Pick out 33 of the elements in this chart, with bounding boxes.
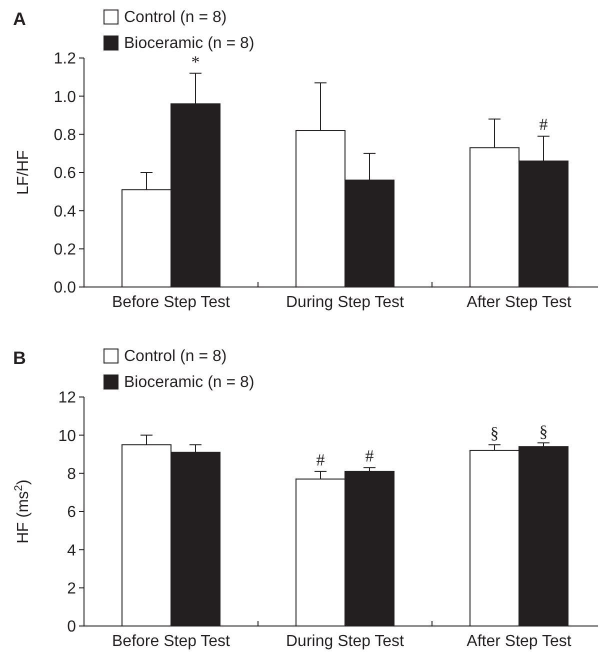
legend-label: Bioceramic (n = 8) <box>124 35 254 52</box>
chart-title: B <box>13 348 26 368</box>
y-tick-label: 12 <box>58 390 76 407</box>
legend-label: Bioceramic (n = 8) <box>124 374 254 391</box>
y-tick-label: 1.2 <box>54 50 76 68</box>
chart-title: A <box>13 9 26 29</box>
y-tick-label: 6 <box>67 504 76 522</box>
y-tick-label: 0 <box>67 618 76 636</box>
y-tick-label: 4 <box>67 542 76 560</box>
legend-label: Control (n = 8) <box>124 348 227 365</box>
annotation: # <box>539 115 548 134</box>
annotation: § <box>539 422 548 441</box>
annotation: § <box>490 424 499 443</box>
x-tick-label: Before Step Test <box>112 633 231 650</box>
annotation: * <box>191 52 200 72</box>
y-axis-title: LF/HF <box>15 150 32 195</box>
x-tick-label: During Step Test <box>286 294 405 311</box>
annotation: # <box>365 446 374 466</box>
x-tick-label: After Step Test <box>466 294 572 311</box>
x-tick-label: After Step Test <box>466 633 572 650</box>
y-tick-label: 2 <box>67 580 76 598</box>
x-tick-label: Before Step Test <box>112 294 231 311</box>
y-tick-label: 0.8 <box>54 126 76 144</box>
y-tick-label: 0.0 <box>54 280 76 297</box>
y-tick-label: 0.6 <box>54 165 76 182</box>
y-tick-label: 1.0 <box>54 88 76 106</box>
annotation: # <box>316 450 326 470</box>
y-tick-label: 0.4 <box>54 203 76 220</box>
y-tick-label: 10 <box>58 428 76 445</box>
x-tick-label: During Step Test <box>286 633 405 650</box>
legend-label: Control (n = 8) <box>124 9 227 26</box>
y-tick-label: 8 <box>67 466 76 483</box>
y-tick-label: 0.2 <box>54 241 76 258</box>
